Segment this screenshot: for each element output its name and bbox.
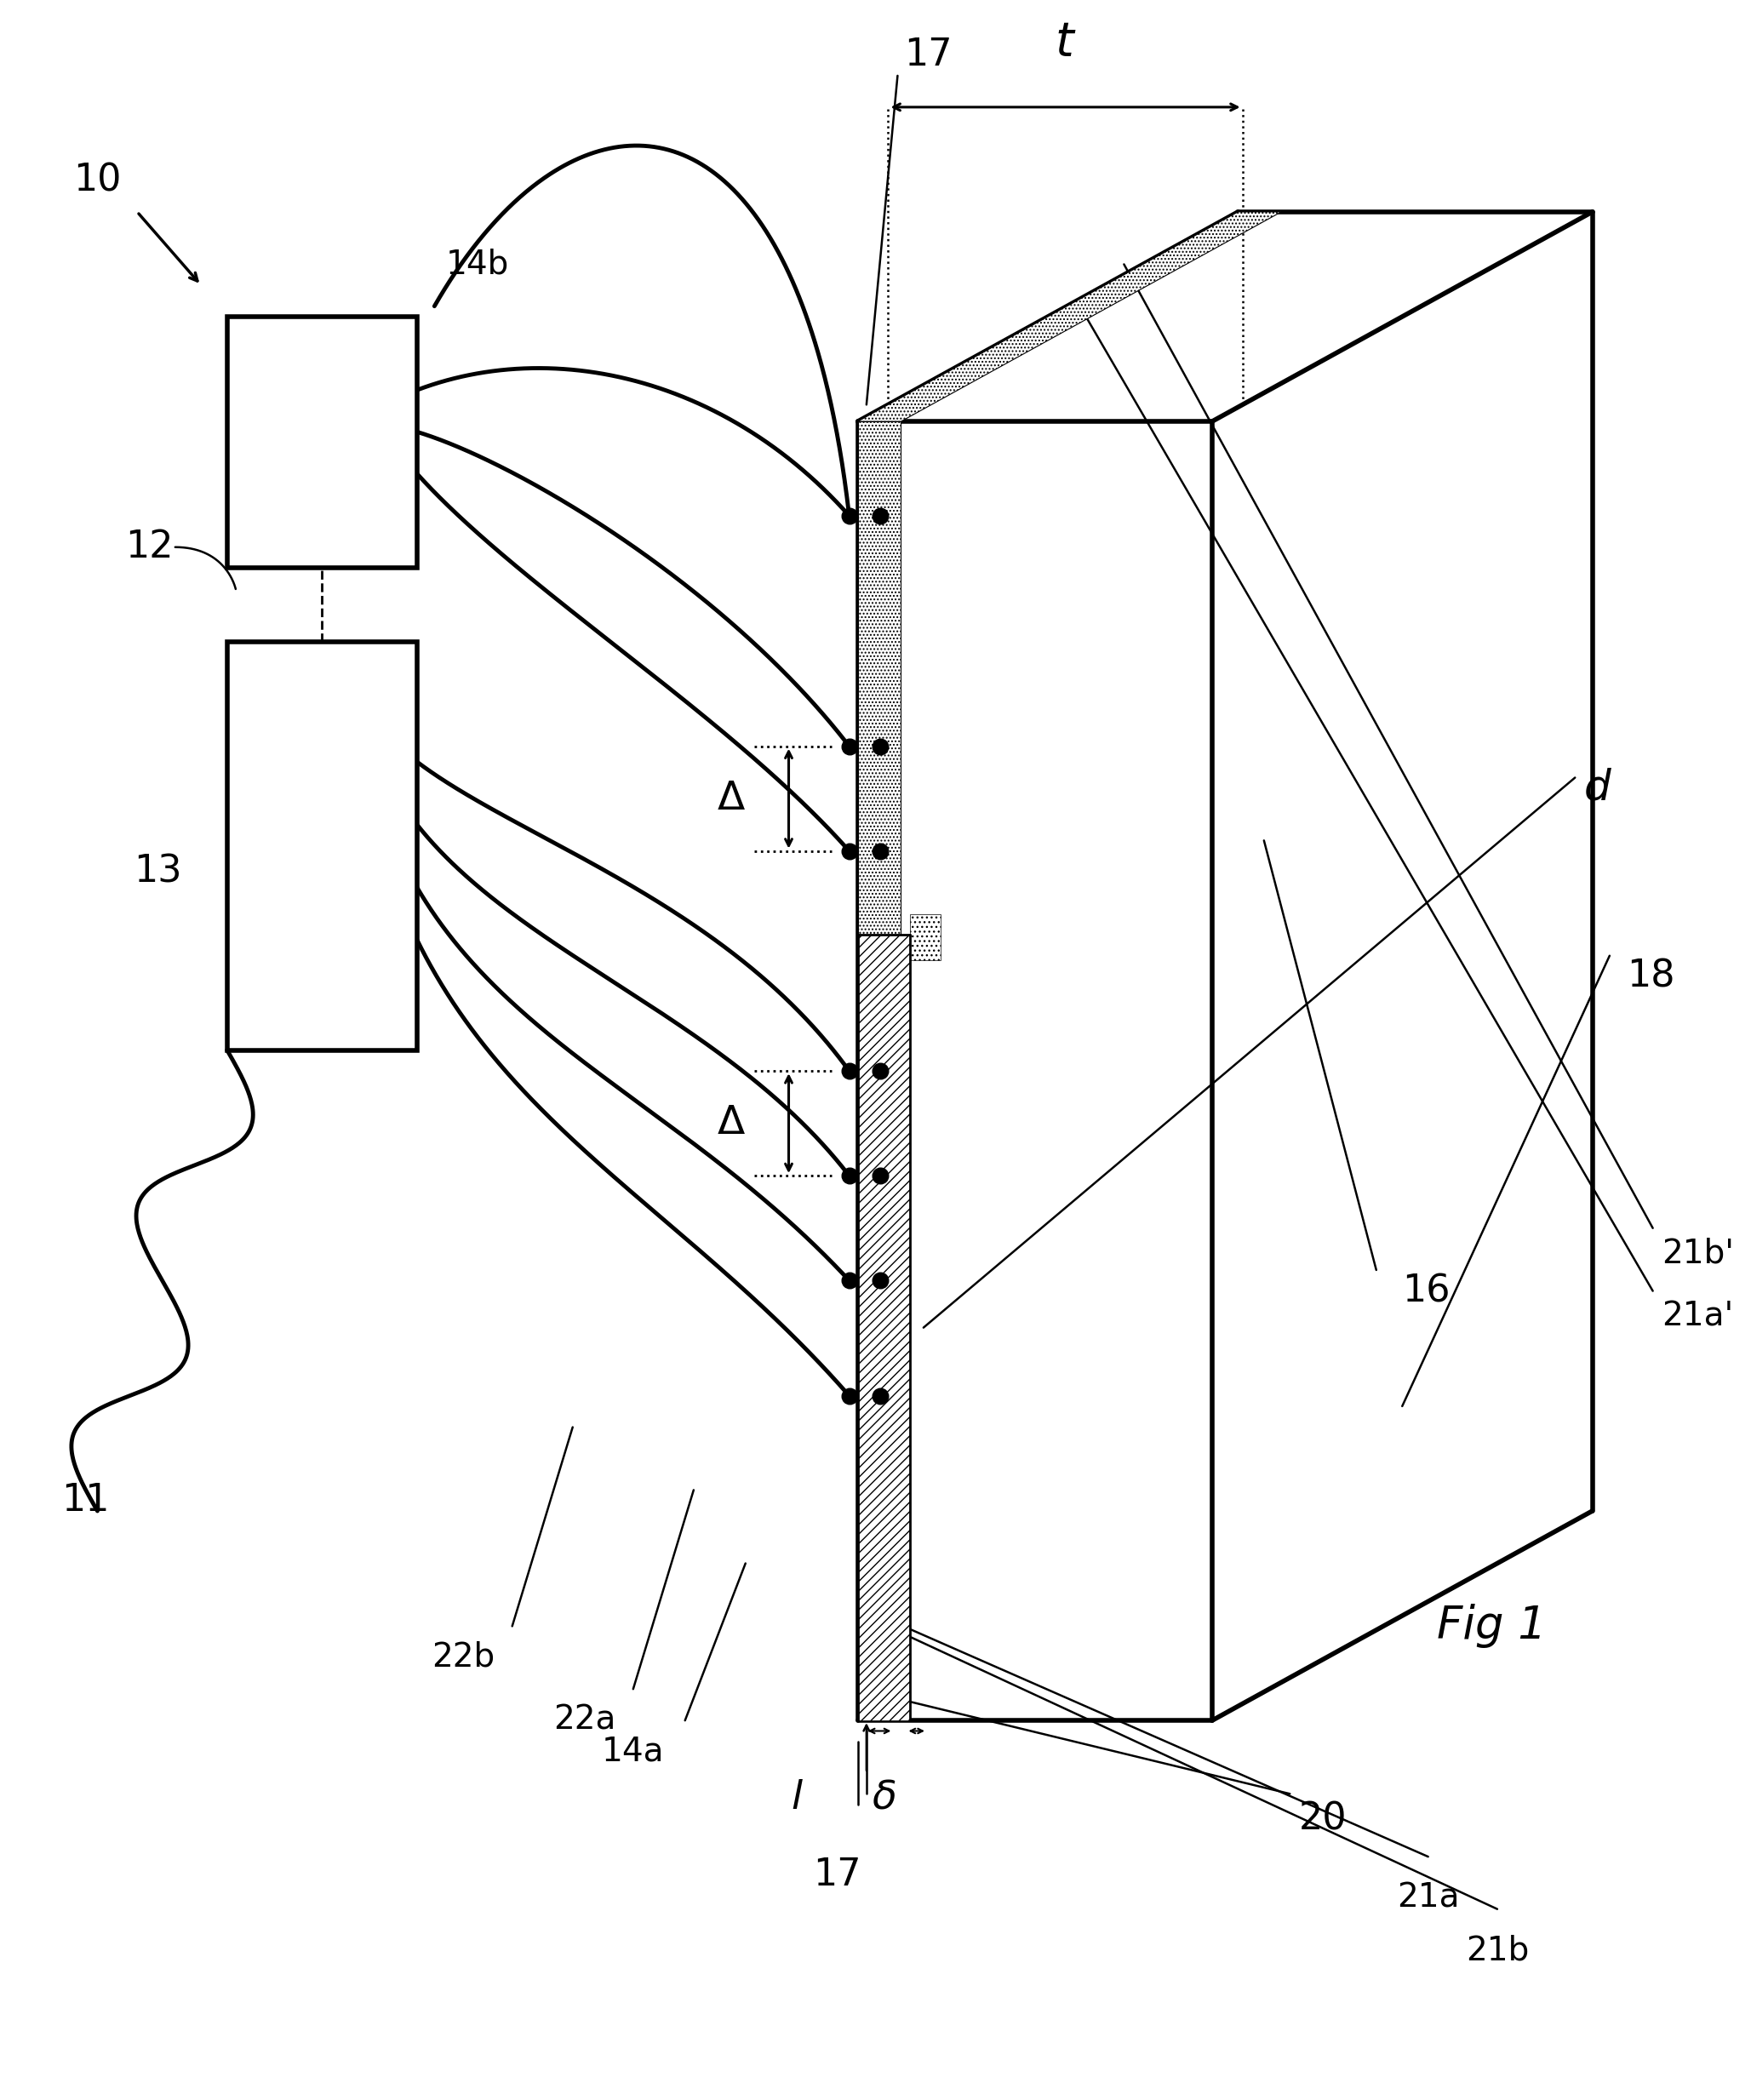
Point xyxy=(867,500,895,533)
Polygon shape xyxy=(858,212,1282,422)
Text: 17: 17 xyxy=(812,1856,861,1894)
Text: $t$: $t$ xyxy=(1054,19,1077,65)
Point xyxy=(835,1159,863,1193)
Text: 21b: 21b xyxy=(1466,1934,1529,1966)
Text: $\Delta$: $\Delta$ xyxy=(716,1105,746,1142)
Text: 18: 18 xyxy=(1627,958,1676,995)
Text: 21a': 21a' xyxy=(1662,1300,1733,1331)
Bar xyxy=(858,422,902,1720)
Text: $d$: $d$ xyxy=(1583,769,1613,808)
Point xyxy=(867,1054,895,1088)
Point xyxy=(867,834,895,867)
Text: 16: 16 xyxy=(1403,1273,1450,1308)
Bar xyxy=(228,640,417,1050)
Text: 21b': 21b' xyxy=(1662,1237,1733,1268)
Point xyxy=(835,1264,863,1298)
Text: 20: 20 xyxy=(1299,1800,1347,1838)
Text: $l$: $l$ xyxy=(791,1779,804,1816)
Point xyxy=(835,1054,863,1088)
Point xyxy=(867,1380,895,1413)
Text: 21a: 21a xyxy=(1397,1882,1459,1915)
Text: 22b: 22b xyxy=(432,1640,496,1674)
Text: $\Delta$: $\Delta$ xyxy=(716,779,746,817)
Point xyxy=(835,834,863,867)
Bar xyxy=(858,934,911,1720)
Point xyxy=(867,1264,895,1298)
Text: $\delta$: $\delta$ xyxy=(872,1779,897,1816)
Text: 12: 12 xyxy=(124,529,173,565)
Text: 17: 17 xyxy=(905,36,953,74)
Text: Fig 1: Fig 1 xyxy=(1438,1604,1546,1648)
Text: 22a: 22a xyxy=(553,1703,616,1737)
Text: 14b: 14b xyxy=(447,248,510,281)
Bar xyxy=(228,317,417,569)
Text: 13: 13 xyxy=(133,853,182,890)
Bar xyxy=(911,914,940,960)
Point xyxy=(867,729,895,762)
Point xyxy=(867,1159,895,1193)
Point xyxy=(835,500,863,533)
Text: 10: 10 xyxy=(74,162,121,200)
Bar xyxy=(858,934,911,1720)
Point xyxy=(835,729,863,762)
Text: 11: 11 xyxy=(61,1483,109,1518)
Point xyxy=(835,1380,863,1413)
Text: 14a: 14a xyxy=(602,1735,664,1768)
